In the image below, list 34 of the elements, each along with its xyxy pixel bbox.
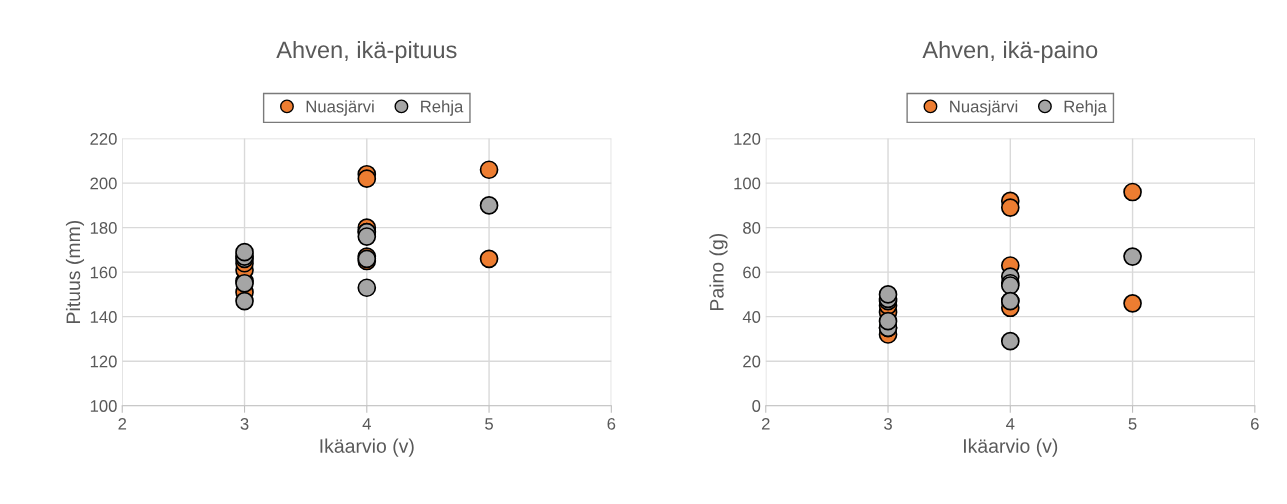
x-axis-title: Ikäarvio (v)	[320, 438, 414, 457]
x-tick-label: 6	[1251, 417, 1259, 430]
legend-label: Rehja	[1064, 100, 1107, 116]
y-tick-label: 100	[90, 400, 117, 412]
chart-title: Ahven, ikä-pituus	[276, 40, 457, 63]
x-tick-label: 3	[240, 417, 249, 430]
y-axis-title: Paino (g)	[709, 233, 728, 311]
y-tick-label: 0	[752, 400, 761, 412]
y-tick-label: 100	[734, 177, 761, 190]
y-tick-label: 180	[90, 222, 117, 234]
legend-label: Rehja	[421, 100, 464, 116]
y-tick-label: 40	[742, 311, 761, 323]
x-tick-label: 6	[607, 417, 616, 430]
y-tick-label: 60	[743, 266, 761, 279]
y-tick-label: 20	[743, 355, 761, 368]
y-tick-label: 120	[90, 355, 117, 368]
legend-label: Nuasjärvi	[950, 100, 1018, 116]
y-tick-label: 160	[90, 266, 117, 279]
y-tick-label: 140	[90, 311, 117, 323]
y-axis-title: Pituus (mm)	[65, 220, 85, 323]
y-tick-label: 200	[90, 177, 117, 190]
x-tick-label: 4	[362, 418, 371, 430]
x-tick-label: 5	[485, 418, 493, 430]
y-tick-label: 220	[90, 133, 117, 145]
x-tick-label: 5	[1128, 418, 1137, 430]
y-tick-label: 80	[743, 222, 761, 234]
x-tick-label: 2	[118, 417, 127, 430]
x-tick-label: 4	[1006, 418, 1015, 430]
x-tick-label: 2	[761, 417, 770, 430]
chart-title: Ahven, ikä-paino	[922, 40, 1098, 63]
y-tick-label: 120	[734, 133, 761, 145]
legend-label: Nuasjärvi	[306, 100, 374, 116]
x-axis-title: Ikäarvio (v)	[964, 438, 1058, 457]
x-tick-label: 3	[884, 417, 892, 430]
